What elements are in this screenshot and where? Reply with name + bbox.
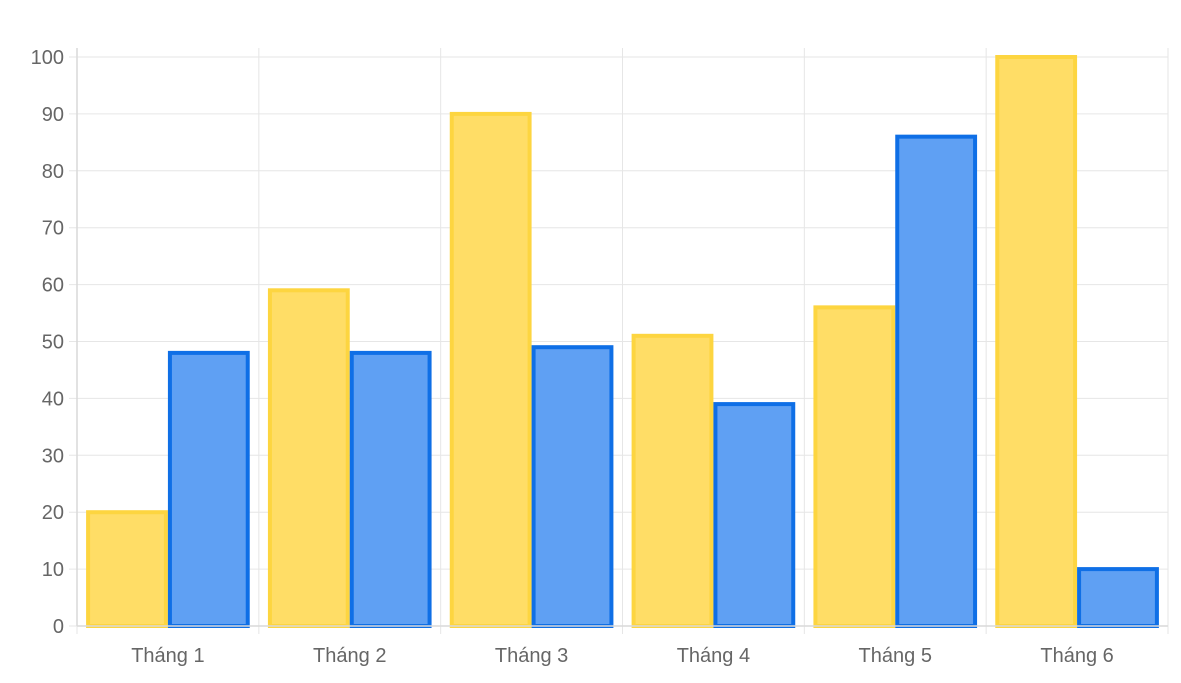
bar-series-2-5 <box>895 134 978 628</box>
y-tick-label: 80 <box>42 161 64 183</box>
y-tick-label: 70 <box>42 218 64 240</box>
bar-series-1-3 <box>449 111 532 628</box>
bar-series-2-4 <box>713 402 796 628</box>
bar-series-1-2 <box>267 288 350 628</box>
bar-series-2-2 <box>349 350 432 628</box>
x-tick-label: Tháng 5 <box>859 645 932 667</box>
x-tick-label: Tháng 4 <box>677 645 750 667</box>
y-tick-label: 30 <box>42 445 64 467</box>
bar-series-2-6 <box>1077 567 1159 628</box>
bar-series-1-1 <box>86 510 168 629</box>
x-tick-label: Tháng 1 <box>131 645 204 667</box>
bars <box>86 55 1159 629</box>
y-tick-label: 0 <box>53 616 64 638</box>
bar-series-1-5 <box>813 305 896 628</box>
y-tick-label: 90 <box>42 104 64 126</box>
bar-series-2-3 <box>531 345 614 628</box>
y-tick-label: 100 <box>31 47 64 69</box>
y-tick-label: 50 <box>42 332 64 354</box>
bar-series-1-6 <box>995 55 1078 628</box>
y-tick-label: 60 <box>42 275 64 297</box>
axes <box>76 48 1168 627</box>
x-tick-label: Tháng 6 <box>1040 645 1113 667</box>
x-tick-label: Tháng 3 <box>495 645 568 667</box>
y-tick-label: 10 <box>42 559 64 581</box>
bar-series-1-4 <box>631 333 714 628</box>
y-tick-label: 40 <box>42 388 64 410</box>
x-tick-label: Tháng 2 <box>313 645 386 667</box>
y-tick-label: 20 <box>42 502 64 524</box>
tick-labels: 0 10 20 30 40 50 60 70 80 90 100 Tháng 1 Tháng 2 Thán… <box>31 47 1114 667</box>
bar-series-2-1 <box>167 350 250 628</box>
